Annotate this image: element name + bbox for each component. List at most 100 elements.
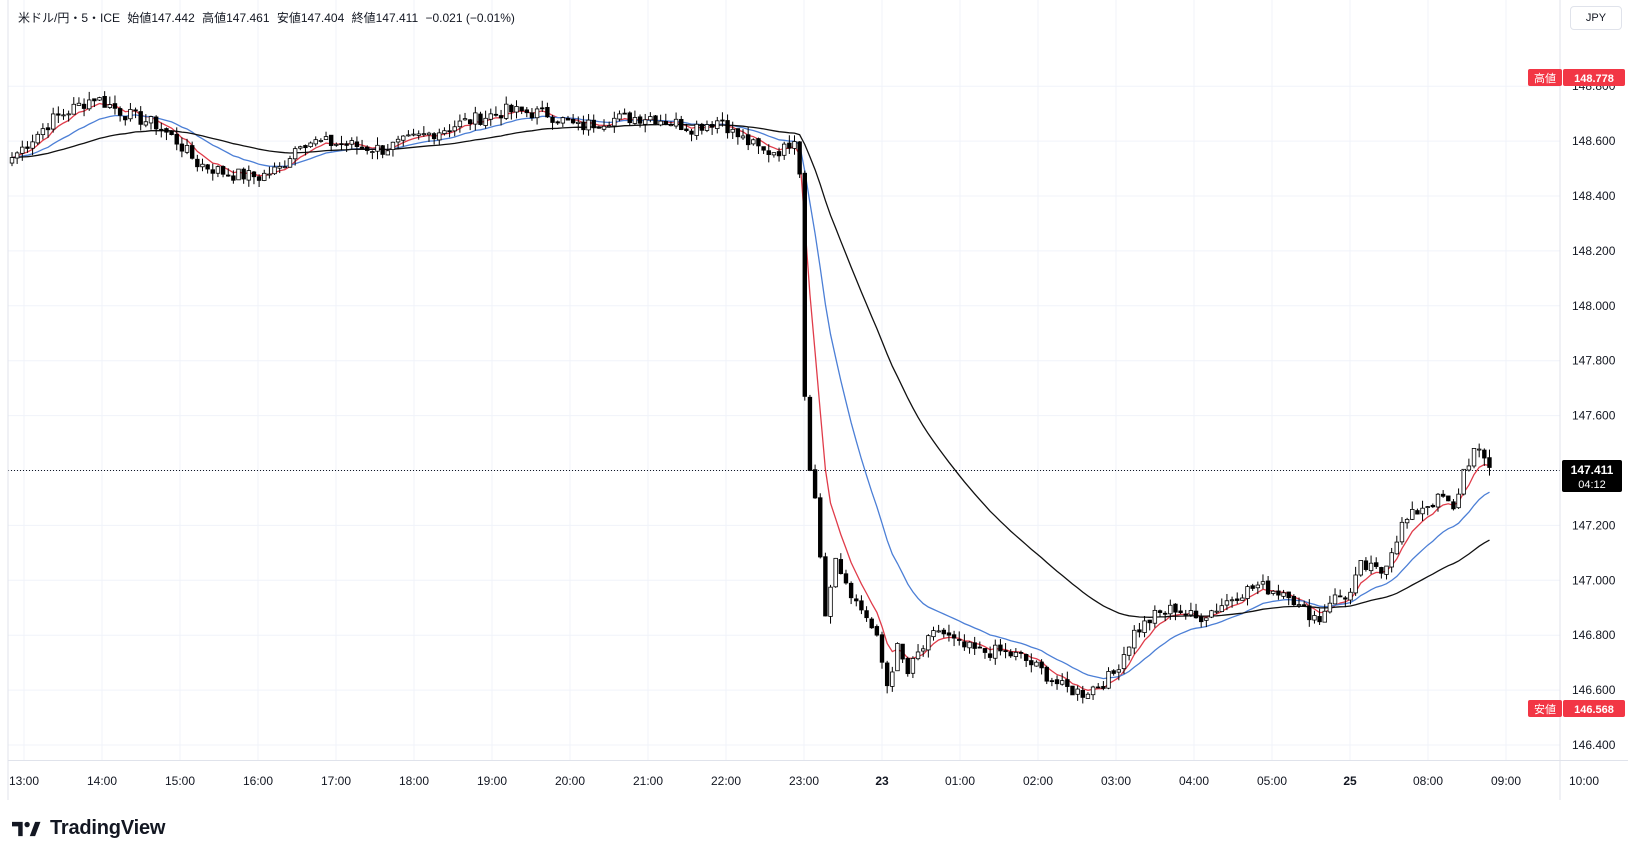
candle[interactable] [1389,547,1394,573]
candle[interactable] [545,102,550,118]
candle[interactable] [668,121,674,127]
candle[interactable] [740,129,746,140]
candle[interactable] [720,112,725,127]
candle[interactable] [25,141,30,153]
candle[interactable] [359,139,365,149]
candle[interactable] [431,132,437,145]
candle[interactable] [1487,449,1492,476]
candle[interactable] [653,115,658,125]
candle[interactable] [704,120,710,133]
candle[interactable] [292,146,298,166]
candle[interactable] [50,107,56,133]
candle[interactable] [1235,592,1240,605]
candle[interactable] [957,631,962,646]
candle[interactable] [987,646,993,661]
candle[interactable] [751,138,756,146]
candle[interactable] [1265,575,1271,596]
candle[interactable] [550,114,555,130]
candle[interactable] [426,131,432,142]
candle[interactable] [576,116,581,131]
candle[interactable] [143,114,149,128]
candle[interactable] [411,128,416,137]
candle[interactable] [272,162,277,175]
candle[interactable] [498,109,504,126]
candle[interactable] [509,103,514,120]
candle[interactable] [838,553,844,575]
candle[interactable] [1142,615,1147,638]
candle[interactable] [1482,448,1487,466]
candle[interactable] [92,98,97,108]
candle[interactable] [684,123,689,133]
candle[interactable] [776,147,782,162]
candle[interactable] [524,107,529,118]
candle[interactable] [1173,603,1178,621]
candle[interactable] [179,137,185,158]
candle[interactable] [1435,492,1441,512]
candle[interactable] [452,120,457,137]
candle[interactable] [210,163,215,181]
candle[interactable] [1358,560,1363,577]
candle[interactable] [298,145,303,151]
candle[interactable] [1008,649,1013,658]
candle[interactable] [1018,650,1024,659]
candle[interactable] [66,110,71,122]
candle[interactable] [148,115,154,130]
candle[interactable] [1363,557,1369,572]
candle[interactable] [1044,665,1049,685]
candle[interactable] [1301,600,1307,607]
candle[interactable] [128,102,133,122]
candle[interactable] [1322,604,1327,623]
candle[interactable] [514,100,519,119]
candle[interactable] [1219,598,1224,613]
candle[interactable] [303,144,308,156]
candle[interactable] [313,136,318,147]
candle[interactable] [189,141,195,160]
candle[interactable] [627,111,632,126]
candle[interactable] [586,114,591,136]
candle[interactable] [1374,557,1379,569]
candle[interactable] [1085,692,1091,699]
candle[interactable] [344,140,349,153]
candle[interactable] [493,106,499,117]
candle[interactable] [843,569,849,585]
candle[interactable] [1054,675,1060,690]
candle[interactable] [529,108,535,121]
candle[interactable] [236,168,241,181]
currency-button[interactable]: JPY [1570,6,1622,30]
candle[interactable] [40,123,46,140]
candle[interactable] [81,98,87,117]
candle[interactable] [504,96,509,121]
candle[interactable] [1399,517,1405,545]
candle[interactable] [1209,609,1214,619]
candle[interactable] [1070,685,1075,696]
candle[interactable] [20,140,25,161]
candle[interactable] [1214,603,1219,614]
candle[interactable] [859,595,864,615]
candle[interactable] [658,114,663,127]
candle[interactable] [195,154,200,172]
candle[interactable] [1404,517,1410,529]
candle[interactable] [1029,653,1034,673]
candle[interactable] [483,110,488,129]
candle[interactable] [1162,611,1168,621]
candle[interactable] [581,115,586,135]
candle[interactable] [159,122,164,138]
candle[interactable] [339,135,344,151]
candle[interactable] [1250,583,1255,591]
candle[interactable] [1090,685,1096,700]
candle[interactable] [323,131,329,140]
candle[interactable] [730,121,735,140]
candle[interactable] [97,96,102,101]
candle[interactable] [421,126,427,137]
candle[interactable] [596,125,602,129]
candle[interactable] [951,630,957,647]
candle[interactable] [617,110,622,122]
candle[interactable] [936,624,941,633]
candle[interactable] [540,100,545,112]
candle[interactable] [1183,609,1188,620]
candle[interactable] [632,110,638,125]
candle[interactable] [1080,685,1085,704]
candle[interactable] [673,112,679,129]
candle[interactable] [606,121,612,128]
candle[interactable] [962,634,967,651]
